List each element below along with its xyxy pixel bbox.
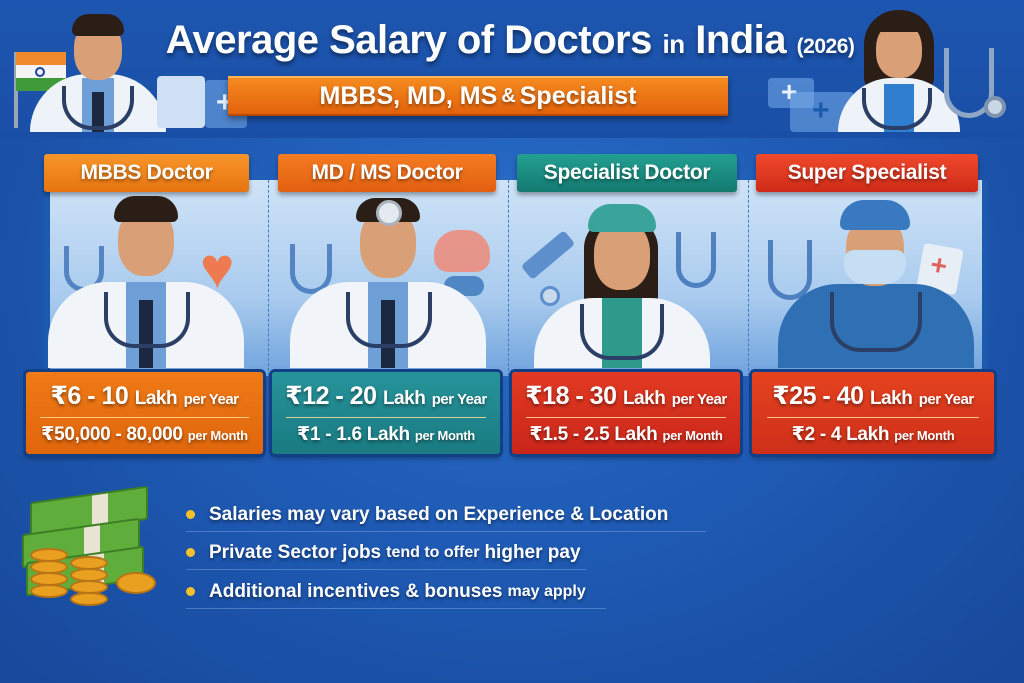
- subtitle-ribbon: MBBS, MD, MS & Specialist: [228, 76, 728, 116]
- header-female-doctor-illustration: [838, 8, 960, 132]
- card-title-super-specialist: Super Specialist: [756, 154, 978, 192]
- header-male-doctor-illustration: [30, 8, 166, 132]
- monthly-salary: ₹50,000 - 80,000 per Month: [41, 423, 248, 445]
- salary-divider: [525, 416, 727, 418]
- card-divider: [748, 180, 749, 376]
- monthly-salary: ₹1.5 - 2.5 Lakh per Month: [529, 423, 723, 445]
- super-specialist-surgeon-illustration: [778, 198, 974, 368]
- card-divider: [508, 180, 509, 376]
- card-divider: [268, 180, 269, 376]
- bullet-icon: [186, 548, 195, 557]
- salary-divider: [40, 416, 249, 418]
- surgical-cap-icon: [840, 200, 910, 230]
- salary-divider: [285, 416, 487, 418]
- stethoscope-icon: [290, 244, 332, 294]
- head-mirror-icon: [376, 200, 402, 226]
- surgical-cap-icon: [588, 204, 656, 232]
- stethoscope-icon: [768, 240, 812, 300]
- stethoscope-chestpiece-icon: [984, 96, 1006, 118]
- salary-box-specialist: ₹18 - 30 Lakh per Year ₹1.5 - 2.5 Lakh p…: [512, 372, 740, 454]
- salary-box-super-specialist: ₹25 - 40 Lakh per Year ₹2 - 4 Lakh per M…: [752, 372, 994, 454]
- card-title-mbbs: MBBS Doctor: [44, 154, 249, 192]
- clipboard-icon: [157, 76, 205, 128]
- monthly-salary: ₹1 - 1.6 Lakh per Month: [297, 423, 475, 445]
- salary-divider: [766, 416, 980, 418]
- yearly-salary: ₹25 - 40 Lakh per Year: [772, 381, 974, 410]
- monthly-salary: ₹2 - 4 Lakh per Month: [791, 423, 955, 445]
- header-banner: + Average Salary of Doctors in India (20…: [0, 0, 1024, 138]
- yearly-salary: ₹12 - 20 Lakh per Year: [285, 381, 487, 410]
- bullet-icon: [186, 510, 195, 519]
- cash-and-coins-icon: [18, 484, 178, 608]
- card-title-specialist: Specialist Doctor: [517, 154, 737, 192]
- stethoscope-icon: [944, 48, 994, 118]
- salary-box-md-ms: ₹12 - 20 Lakh per Year ₹1 - 1.6 Lakh per…: [272, 372, 500, 454]
- surgical-mask-icon: [844, 250, 906, 284]
- md-ms-doctor-illustration: [290, 196, 486, 368]
- note-item: Private Sector jobs tend to offer higher…: [186, 536, 586, 570]
- page-title: Average Salary of Doctors in India (2026…: [165, 18, 855, 62]
- note-item: Additional incentives & bonuses may appl…: [186, 575, 606, 609]
- card-title-md-ms: MD / MS Doctor: [278, 154, 496, 192]
- stethoscope-icon: [676, 232, 716, 288]
- note-item: Salaries may vary based on Experience & …: [186, 498, 706, 532]
- mbbs-doctor-illustration: [48, 196, 244, 368]
- yearly-salary: ₹6 - 10 Lakh per Year: [50, 381, 239, 410]
- yearly-salary: ₹18 - 30 Lakh per Year: [525, 381, 727, 410]
- lungs-icon: [434, 230, 490, 272]
- specialist-doctor-illustration: [534, 200, 710, 368]
- bullet-icon: [186, 587, 195, 596]
- pill-icon: [540, 286, 560, 306]
- salary-box-mbbs: ₹6 - 10 Lakh per Year ₹50,000 - 80,000 p…: [26, 372, 263, 454]
